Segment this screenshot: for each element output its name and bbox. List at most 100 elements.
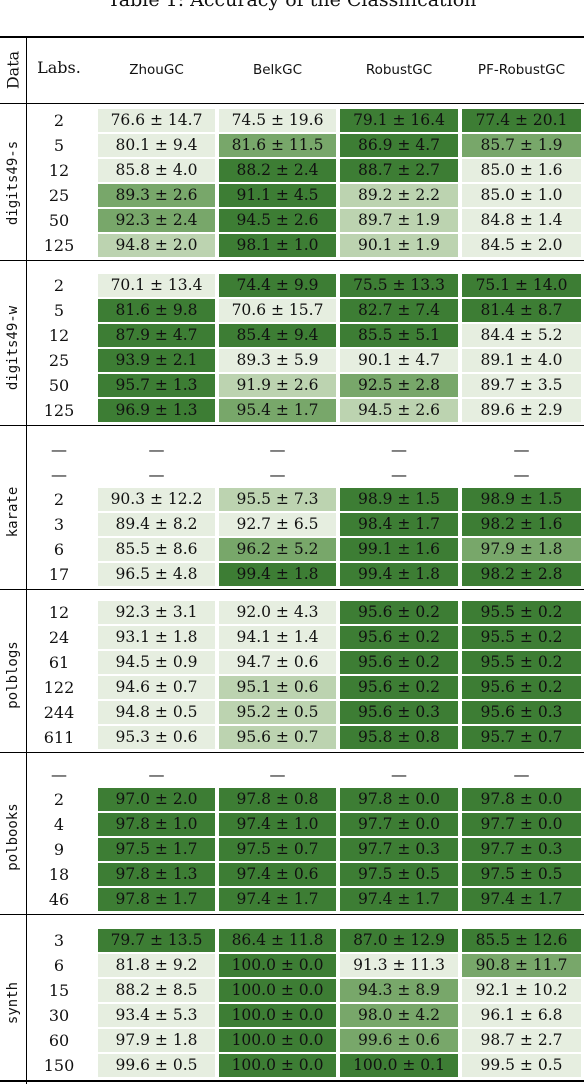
accuracy-cell: 96.5 ± 4.8 bbox=[98, 563, 215, 586]
accuracy-cell: 98.2 ± 1.6 bbox=[462, 513, 581, 536]
accuracy-cell: 89.3 ± 5.9 bbox=[219, 349, 336, 372]
labels-cell: 150 bbox=[43, 1056, 75, 1075]
accuracy-cell: 89.7 ± 3.5 bbox=[462, 374, 581, 397]
table-row: 24 93.1 ± 1.8 94.1 ± 1.4 95.6 ± 0.2 95.5 ± 0… bbox=[0, 625, 584, 650]
labels-cell: 122 bbox=[43, 678, 75, 697]
accuracy-cell: 93.9 ± 2.1 bbox=[98, 349, 215, 372]
table-row: 9 97.5 ± 1.7 97.5 ± 0.7 97.7 ± 0.3 97.7 ± 0.… bbox=[0, 837, 584, 862]
accuracy-cell: 93.1 ± 1.8 bbox=[98, 626, 215, 649]
accuracy-cell: 100.0 ± 0.0 bbox=[219, 979, 336, 1002]
table-row: 6 85.5 ± 8.6 96.2 ± 5.2 99.1 ± 1.6 97.9 ± 1.… bbox=[0, 537, 584, 562]
table-row: — — — — — bbox=[0, 762, 584, 787]
table-row: 122 94.6 ± 0.7 95.1 ± 0.6 95.6 ± 0.2 95.6 ± … bbox=[0, 675, 584, 700]
accuracy-cell: 97.8 ± 1.3 bbox=[98, 863, 215, 886]
accuracy-cell: 74.5 ± 19.6 bbox=[219, 109, 336, 132]
table-row: 2 70.1 ± 13.4 74.4 ± 9.9 75.5 ± 13.3 75.1 ± … bbox=[0, 273, 584, 298]
accuracy-cell: 95.6 ± 0.3 bbox=[462, 701, 581, 724]
table-row: 5 81.6 ± 9.8 70.6 ± 15.7 82.7 ± 7.4 81.4 ± 8… bbox=[0, 298, 584, 323]
accuracy-cell: 75.1 ± 14.0 bbox=[462, 274, 581, 297]
accuracy-cell: 94.5 ± 0.9 bbox=[98, 651, 215, 674]
table-row: 46 97.8 ± 1.7 97.4 ± 1.7 97.4 ± 1.7 97.4 ± 1… bbox=[0, 887, 584, 912]
accuracy-cell: 90.1 ± 4.7 bbox=[340, 349, 458, 372]
dash-cell: — bbox=[269, 465, 286, 484]
table-row: 3 79.7 ± 13.5 86.4 ± 11.8 87.0 ± 12.9 85.5 ±… bbox=[0, 928, 584, 953]
labels-cell: 25 bbox=[48, 351, 70, 370]
accuracy-cell: 81.4 ± 8.7 bbox=[462, 299, 581, 322]
top-rule bbox=[0, 36, 584, 38]
accuracy-cell: 95.8 ± 0.8 bbox=[340, 726, 458, 749]
labels-cell: 15 bbox=[48, 981, 70, 1000]
accuracy-cell: 97.5 ± 1.7 bbox=[98, 838, 215, 861]
accuracy-cell: 95.7 ± 0.7 bbox=[462, 726, 581, 749]
table-row: 3 89.4 ± 8.2 92.7 ± 6.5 98.4 ± 1.7 98.2 ± 1.… bbox=[0, 512, 584, 537]
table-caption: Table 1: Accuracy of the Classification bbox=[107, 0, 477, 11]
table-row: 4 97.8 ± 1.0 97.4 ± 1.0 97.7 ± 0.0 97.7 ± 0.… bbox=[0, 812, 584, 837]
accuracy-cell: 74.4 ± 9.9 bbox=[219, 274, 336, 297]
header-rule bbox=[0, 103, 584, 104]
accuracy-cell: 91.3 ± 11.3 bbox=[340, 954, 458, 977]
accuracy-cell: 97.5 ± 0.5 bbox=[462, 863, 581, 886]
accuracy-cell: 85.7 ± 1.9 bbox=[462, 134, 581, 157]
accuracy-cell: 92.3 ± 3.1 bbox=[98, 601, 215, 624]
labels-cell: 4 bbox=[53, 815, 65, 834]
table-row: 12 87.9 ± 4.7 85.4 ± 9.4 85.5 ± 5.1 84.4 ± 5… bbox=[0, 323, 584, 348]
header-method-zhougc: ZhouGC bbox=[129, 62, 184, 78]
dash-cell: — bbox=[391, 765, 407, 784]
accuracy-cell: 98.7 ± 2.7 bbox=[462, 1029, 581, 1052]
accuracy-cell: 92.7 ± 6.5 bbox=[219, 513, 336, 536]
accuracy-cell: 85.5 ± 8.6 bbox=[98, 538, 215, 561]
accuracy-cell: 89.2 ± 2.2 bbox=[340, 184, 458, 207]
labels-cell: 2 bbox=[53, 111, 65, 130]
labels-cell: 5 bbox=[53, 136, 65, 155]
accuracy-cell: 90.3 ± 12.2 bbox=[98, 488, 215, 511]
table-row: 50 92.3 ± 2.4 94.5 ± 2.6 89.7 ± 1.9 84.8 ± 1… bbox=[0, 208, 584, 233]
labels-cell: 12 bbox=[48, 326, 70, 345]
accuracy-cell: 97.8 ± 0.0 bbox=[340, 788, 458, 811]
accuracy-cell: 100.0 ± 0.0 bbox=[219, 1029, 336, 1052]
labels-cell: 3 bbox=[53, 515, 65, 534]
accuracy-cell: 95.1 ± 0.6 bbox=[219, 676, 336, 699]
accuracy-cell: 98.0 ± 4.2 bbox=[340, 1004, 458, 1027]
accuracy-cell: 95.5 ± 0.2 bbox=[462, 601, 581, 624]
header-data-label: Data bbox=[3, 50, 23, 90]
accuracy-cell: 95.7 ± 1.3 bbox=[98, 374, 215, 397]
accuracy-cell: 87.0 ± 12.9 bbox=[340, 929, 458, 952]
table-row: 2 97.0 ± 2.0 97.8 ± 0.8 97.8 ± 0.0 97.8 ± 0.… bbox=[0, 787, 584, 812]
table-row: 244 94.8 ± 0.5 95.2 ± 0.5 95.6 ± 0.3 95.6 ± … bbox=[0, 700, 584, 725]
labels-cell: 12 bbox=[48, 161, 70, 180]
labels-cell: 5 bbox=[53, 301, 65, 320]
dash-cell: — bbox=[391, 465, 407, 484]
accuracy-cell: 98.1 ± 1.0 bbox=[219, 234, 336, 257]
accuracy-cell: 95.6 ± 0.7 bbox=[219, 726, 336, 749]
accuracy-cell: 85.4 ± 9.4 bbox=[219, 324, 336, 347]
table-row: 6 81.8 ± 9.2 100.0 ± 0.0 91.3 ± 11.3 90.8 ± … bbox=[0, 953, 584, 978]
accuracy-cell: 95.5 ± 0.2 bbox=[462, 651, 581, 674]
labels-cell: 50 bbox=[48, 211, 70, 230]
accuracy-cell: 89.4 ± 8.2 bbox=[98, 513, 215, 536]
accuracy-cell: 91.1 ± 4.5 bbox=[219, 184, 336, 207]
table-row: 5 80.1 ± 9.4 81.6 ± 11.5 86.9 ± 4.7 85.7 ± 1… bbox=[0, 133, 584, 158]
labels-cell: 6 bbox=[53, 540, 65, 559]
accuracy-cell: 97.9 ± 1.8 bbox=[98, 1029, 215, 1052]
dash-cell: — bbox=[269, 765, 286, 784]
accuracy-cell: 96.1 ± 6.8 bbox=[462, 1004, 581, 1027]
labels-cell: 18 bbox=[48, 865, 70, 884]
accuracy-cell: 94.8 ± 2.0 bbox=[98, 234, 215, 257]
group-rule bbox=[0, 1080, 584, 1082]
accuracy-cell: 86.4 ± 11.8 bbox=[219, 929, 336, 952]
accuracy-cell: 88.2 ± 8.5 bbox=[98, 979, 215, 1002]
table-row: 12 92.3 ± 3.1 92.0 ± 4.3 95.6 ± 0.2 95.5 ± 0… bbox=[0, 600, 584, 625]
accuracy-cell: 89.6 ± 2.9 bbox=[462, 399, 581, 422]
table-row: 17 96.5 ± 4.8 99.4 ± 1.8 99.4 ± 1.8 98.2 ± 2… bbox=[0, 562, 584, 587]
dash-cell: — bbox=[269, 440, 286, 459]
group-rule bbox=[0, 589, 584, 590]
accuracy-cell: 91.9 ± 2.6 bbox=[219, 374, 336, 397]
labels-cell: 611 bbox=[43, 728, 75, 747]
labels-cell: 24 bbox=[48, 628, 70, 647]
accuracy-cell: 97.4 ± 1.0 bbox=[219, 813, 336, 836]
dash-cell: — bbox=[513, 765, 530, 784]
accuracy-cell: 87.9 ± 4.7 bbox=[98, 324, 215, 347]
dash-cell: — bbox=[513, 465, 530, 484]
accuracy-cell: 100.0 ± 0.0 bbox=[219, 1004, 336, 1027]
labels-cell: — bbox=[51, 765, 67, 784]
